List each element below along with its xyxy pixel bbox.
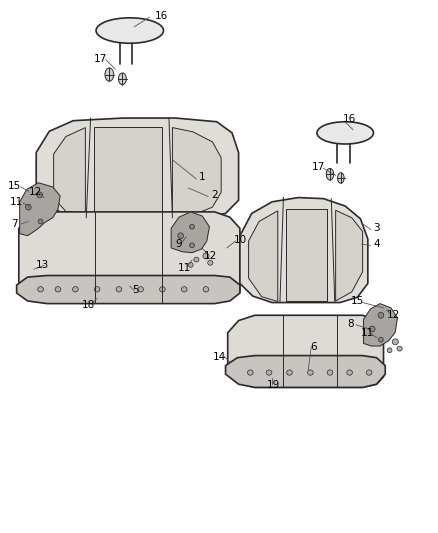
Text: 17: 17 [311, 162, 325, 172]
Ellipse shape [73, 287, 78, 292]
Text: 16: 16 [155, 11, 168, 21]
Text: 15: 15 [351, 296, 364, 306]
Ellipse shape [38, 287, 43, 292]
Polygon shape [94, 127, 162, 216]
Text: 2: 2 [212, 190, 218, 200]
Ellipse shape [307, 370, 313, 375]
Text: 9: 9 [176, 239, 182, 249]
Ellipse shape [118, 73, 126, 85]
Text: 4: 4 [373, 239, 380, 249]
Text: 11: 11 [10, 197, 23, 207]
Ellipse shape [190, 224, 194, 229]
Polygon shape [173, 127, 221, 216]
Ellipse shape [287, 370, 292, 375]
Ellipse shape [178, 233, 184, 239]
Ellipse shape [247, 370, 253, 375]
Ellipse shape [378, 312, 384, 318]
Ellipse shape [116, 287, 122, 292]
Text: 3: 3 [373, 223, 380, 233]
Polygon shape [19, 212, 240, 303]
Polygon shape [20, 183, 60, 236]
Ellipse shape [181, 287, 187, 292]
Text: 12: 12 [204, 251, 217, 261]
Text: 14: 14 [213, 352, 226, 361]
Polygon shape [171, 212, 209, 253]
Text: 16: 16 [343, 114, 356, 124]
Ellipse shape [203, 253, 209, 259]
Polygon shape [36, 118, 239, 219]
Ellipse shape [369, 326, 375, 332]
Text: 11: 11 [360, 328, 374, 338]
Text: 18: 18 [82, 300, 95, 310]
Ellipse shape [266, 370, 272, 375]
Text: 19: 19 [267, 380, 280, 390]
Text: 10: 10 [233, 235, 247, 245]
Polygon shape [17, 276, 240, 304]
Polygon shape [53, 127, 85, 216]
Ellipse shape [188, 263, 193, 267]
Text: 1: 1 [199, 172, 206, 182]
Ellipse shape [38, 219, 43, 224]
Ellipse shape [203, 287, 209, 292]
Ellipse shape [159, 287, 165, 292]
Ellipse shape [326, 168, 334, 180]
Ellipse shape [347, 370, 353, 375]
Ellipse shape [208, 261, 213, 265]
Polygon shape [240, 198, 368, 303]
Text: 7: 7 [11, 219, 18, 229]
Ellipse shape [387, 348, 392, 353]
Ellipse shape [190, 243, 194, 248]
Text: 6: 6 [311, 342, 317, 352]
Ellipse shape [138, 287, 144, 292]
Text: 17: 17 [94, 54, 107, 63]
Ellipse shape [366, 370, 372, 375]
Polygon shape [286, 209, 327, 302]
Ellipse shape [327, 370, 333, 375]
Text: 13: 13 [36, 261, 49, 270]
Ellipse shape [105, 68, 114, 81]
Ellipse shape [392, 339, 398, 345]
Polygon shape [226, 356, 385, 387]
Text: 5: 5 [132, 285, 139, 295]
Ellipse shape [397, 346, 402, 351]
Ellipse shape [55, 287, 61, 292]
Ellipse shape [338, 173, 344, 183]
Ellipse shape [25, 204, 31, 210]
Text: 12: 12 [386, 310, 400, 320]
Text: 12: 12 [29, 187, 42, 197]
Ellipse shape [378, 337, 383, 342]
Polygon shape [249, 211, 278, 302]
Ellipse shape [194, 257, 199, 262]
Text: 15: 15 [8, 181, 21, 191]
Polygon shape [336, 211, 363, 301]
Text: 11: 11 [177, 263, 191, 272]
Ellipse shape [94, 287, 100, 292]
Ellipse shape [317, 122, 374, 144]
Polygon shape [364, 304, 397, 346]
Ellipse shape [96, 18, 163, 43]
Polygon shape [228, 316, 384, 387]
Text: 8: 8 [347, 319, 354, 329]
Ellipse shape [37, 192, 42, 198]
